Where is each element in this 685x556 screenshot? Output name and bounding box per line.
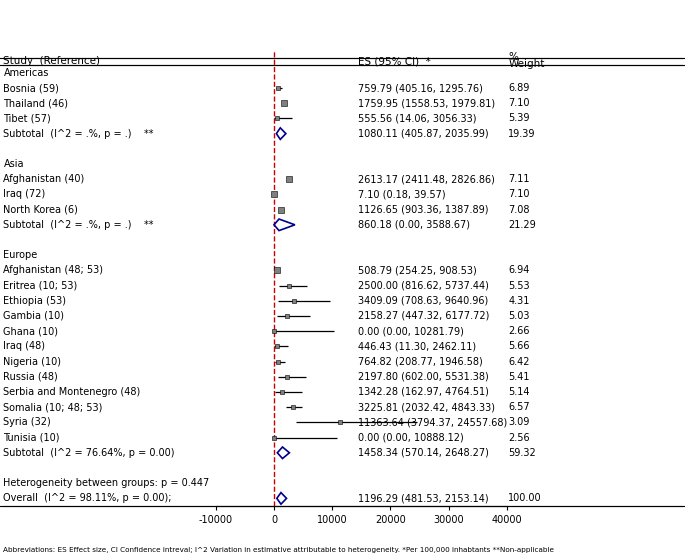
Text: Somalia (10; 48; 53): Somalia (10; 48; 53)	[3, 402, 103, 412]
Text: 5.03: 5.03	[508, 311, 530, 321]
Text: Overall  (I^2 = 98.11%, p = 0.00);: Overall (I^2 = 98.11%, p = 0.00);	[3, 493, 172, 503]
Text: Asia: Asia	[3, 159, 24, 169]
Text: 6.57: 6.57	[508, 402, 530, 412]
Text: Tunisia (10): Tunisia (10)	[3, 433, 60, 443]
Text: 7.08: 7.08	[508, 205, 530, 215]
Text: North Korea (6): North Korea (6)	[3, 205, 78, 215]
Text: Ethiopia (53): Ethiopia (53)	[3, 296, 66, 306]
Text: 1342.28 (162.97, 4764.51): 1342.28 (162.97, 4764.51)	[358, 387, 488, 397]
Text: Abbreviations: ES Effect size, CI Confidence intreval; I^2 Variation in estimati: Abbreviations: ES Effect size, CI Confid…	[3, 547, 554, 553]
Text: 446.43 (11.30, 2462.11): 446.43 (11.30, 2462.11)	[358, 341, 475, 351]
Text: Eritrea (10; 53): Eritrea (10; 53)	[3, 281, 77, 291]
Text: 1759.95 (1558.53, 1979.81): 1759.95 (1558.53, 1979.81)	[358, 98, 495, 108]
Text: Subtotal  (I^2 = 76.64%, p = 0.00): Subtotal (I^2 = 76.64%, p = 0.00)	[3, 448, 175, 458]
Text: 4.31: 4.31	[508, 296, 530, 306]
Text: Weight: Weight	[508, 59, 545, 70]
Text: 1080.11 (405.87, 2035.99): 1080.11 (405.87, 2035.99)	[358, 128, 488, 138]
Text: 7.10 (0.18, 39.57): 7.10 (0.18, 39.57)	[358, 190, 445, 200]
Text: Americas: Americas	[3, 68, 49, 78]
Text: Ghana (10): Ghana (10)	[3, 326, 58, 336]
Text: Russia (48): Russia (48)	[3, 372, 58, 382]
Text: 1126.65 (903.36, 1387.89): 1126.65 (903.36, 1387.89)	[358, 205, 488, 215]
Text: Gambia (10): Gambia (10)	[3, 311, 64, 321]
Text: Afghanistan (40): Afghanistan (40)	[3, 174, 85, 184]
Text: 2613.17 (2411.48, 2826.86): 2613.17 (2411.48, 2826.86)	[358, 174, 495, 184]
Text: 1196.29 (481.53, 2153.14): 1196.29 (481.53, 2153.14)	[358, 493, 488, 503]
Text: 19.39: 19.39	[508, 128, 536, 138]
Text: 2.66: 2.66	[508, 326, 530, 336]
Text: 6.94: 6.94	[508, 265, 530, 275]
Text: Syria (32): Syria (32)	[3, 418, 51, 428]
Text: 100.00: 100.00	[508, 493, 542, 503]
Text: 860.18 (0.00, 3588.67): 860.18 (0.00, 3588.67)	[358, 220, 470, 230]
Text: 2.56: 2.56	[508, 433, 530, 443]
Text: ES (95% CI)  *: ES (95% CI) *	[358, 57, 430, 66]
Text: Europe: Europe	[3, 250, 38, 260]
Text: 759.79 (405.16, 1295.76): 759.79 (405.16, 1295.76)	[358, 83, 482, 93]
Text: Thailand (46): Thailand (46)	[3, 98, 68, 108]
Text: 7.11: 7.11	[508, 174, 530, 184]
Text: 1458.34 (570.14, 2648.27): 1458.34 (570.14, 2648.27)	[358, 448, 488, 458]
Text: 764.82 (208.77, 1946.58): 764.82 (208.77, 1946.58)	[358, 356, 482, 366]
Text: Heterogeneity between groups: p = 0.447: Heterogeneity between groups: p = 0.447	[3, 478, 210, 488]
Text: Study  (Reference): Study (Reference)	[3, 57, 101, 66]
Text: Bosnia (59): Bosnia (59)	[3, 83, 60, 93]
Text: 2500.00 (816.62, 5737.44): 2500.00 (816.62, 5737.44)	[358, 281, 488, 291]
Text: 508.79 (254.25, 908.53): 508.79 (254.25, 908.53)	[358, 265, 476, 275]
Text: Iraq (48): Iraq (48)	[3, 341, 45, 351]
Text: 6.42: 6.42	[508, 356, 530, 366]
Text: Subtotal  (I^2 = .%, p = .)    **: Subtotal (I^2 = .%, p = .) **	[3, 128, 154, 138]
Text: 2158.27 (447.32, 6177.72): 2158.27 (447.32, 6177.72)	[358, 311, 489, 321]
Text: Serbia and Montenegro (48): Serbia and Montenegro (48)	[3, 387, 140, 397]
Text: 5.66: 5.66	[508, 341, 530, 351]
Text: 555.56 (14.06, 3056.33): 555.56 (14.06, 3056.33)	[358, 113, 476, 123]
Text: 7.10: 7.10	[508, 190, 530, 200]
Text: Subtotal  (I^2 = .%, p = .)    **: Subtotal (I^2 = .%, p = .) **	[3, 220, 154, 230]
Text: Iraq (72): Iraq (72)	[3, 190, 46, 200]
Text: 3225.81 (2032.42, 4843.33): 3225.81 (2032.42, 4843.33)	[358, 402, 495, 412]
Text: 59.32: 59.32	[508, 448, 536, 458]
Text: 6.89: 6.89	[508, 83, 530, 93]
Text: 5.39: 5.39	[508, 113, 530, 123]
Text: %: %	[508, 52, 518, 62]
Text: 3409.09 (708.63, 9640.96): 3409.09 (708.63, 9640.96)	[358, 296, 488, 306]
Text: 3.09: 3.09	[508, 418, 530, 428]
Text: 5.53: 5.53	[508, 281, 530, 291]
Text: Afghanistan (48; 53): Afghanistan (48; 53)	[3, 265, 103, 275]
Text: 5.41: 5.41	[508, 372, 530, 382]
Text: Tibet (57): Tibet (57)	[3, 113, 51, 123]
Text: 21.29: 21.29	[508, 220, 536, 230]
Text: Nigeria (10): Nigeria (10)	[3, 356, 62, 366]
Text: 0.00 (0.00, 10281.79): 0.00 (0.00, 10281.79)	[358, 326, 464, 336]
Text: 5.14: 5.14	[508, 387, 530, 397]
Text: 2197.80 (602.00, 5531.38): 2197.80 (602.00, 5531.38)	[358, 372, 488, 382]
Text: 11363.64 (3794.37, 24557.68): 11363.64 (3794.37, 24557.68)	[358, 418, 507, 428]
Text: 7.10: 7.10	[508, 98, 530, 108]
Text: 0.00 (0.00, 10888.12): 0.00 (0.00, 10888.12)	[358, 433, 463, 443]
